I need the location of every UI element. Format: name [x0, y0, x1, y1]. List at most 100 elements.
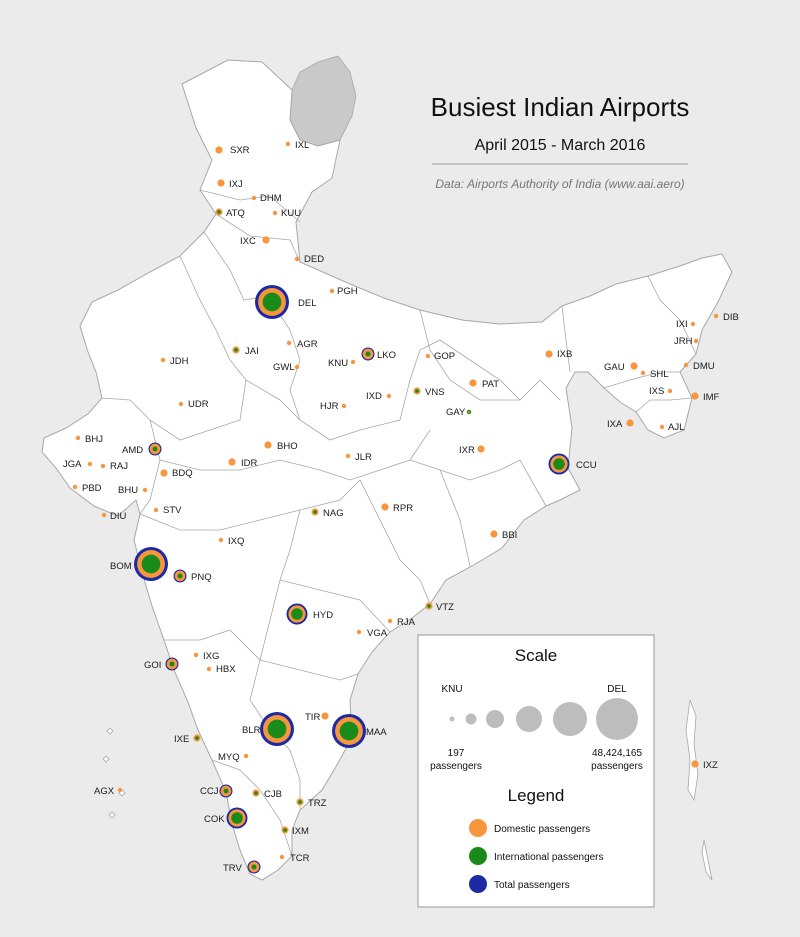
- airport-international-circle: [251, 864, 257, 870]
- airport-gau: GAU: [604, 362, 638, 373]
- scale-circle-5: [553, 702, 587, 736]
- airport-label: JAI: [245, 346, 259, 357]
- airport-label: DIU: [110, 511, 127, 522]
- airport-ixa: IXA: [607, 419, 634, 430]
- airport-domestic-circle: [272, 210, 278, 216]
- scale-heading: Scale: [515, 646, 558, 665]
- airport-international-circle: [217, 210, 221, 214]
- airport-domestic-circle: [87, 461, 93, 467]
- scale-min-value: 197: [448, 748, 465, 759]
- airport-sxr: SXR: [215, 145, 250, 156]
- airport-label: NAG: [323, 508, 344, 519]
- airport-label: IXA: [607, 419, 623, 430]
- airport-blr: BLR: [242, 712, 294, 746]
- airport-domestic-circle: [218, 537, 224, 543]
- airport-international-circle: [427, 604, 431, 608]
- airport-label: JDH: [170, 356, 189, 367]
- airport-dhm: DHM: [251, 193, 282, 204]
- airport-label: BLR: [242, 725, 261, 736]
- airport-ixg: IXG: [193, 651, 219, 662]
- airport-label: IXD: [366, 391, 382, 402]
- airport-domestic-circle: [294, 364, 300, 370]
- airport-domestic-circle: [142, 487, 148, 493]
- airport-domestic-circle: [178, 401, 184, 407]
- disputed-region: [289, 55, 357, 147]
- airport-label: IXR: [459, 445, 475, 456]
- airport-idr: IDR: [228, 458, 258, 469]
- airport-label: IMF: [703, 392, 720, 403]
- airport-bhu: BHU: [118, 485, 148, 496]
- airport-label: BBI: [502, 530, 517, 541]
- airport-stv: STV: [153, 505, 182, 516]
- airport-label: COK: [204, 814, 225, 825]
- airport-del: DEL: [255, 285, 316, 319]
- airport-knu: KNU: [328, 358, 356, 369]
- airport-label: LKO: [377, 350, 396, 361]
- airport-label: HYD: [313, 610, 333, 621]
- airport-international-circle: [298, 800, 302, 804]
- airport-domestic-circle: [477, 445, 485, 453]
- airport-hjr: HJR: [320, 401, 347, 412]
- airport-nag: NAG: [311, 508, 344, 519]
- airport-domestic-circle: [425, 353, 431, 359]
- airport-label: GOI: [144, 660, 161, 671]
- airport-label: CCJ: [200, 786, 219, 797]
- airport-domestic-circle: [350, 359, 356, 365]
- airport-tcr: TCR: [279, 853, 310, 864]
- airport-label: IXB: [557, 349, 572, 360]
- airport-cjb: CJB: [252, 789, 282, 800]
- airport-international-circle: [553, 458, 565, 470]
- airport-trv: TRV: [223, 860, 261, 874]
- airport-domestic-circle: [693, 338, 699, 344]
- scale-circle-6: [596, 698, 638, 740]
- airport-international-circle: [291, 608, 303, 620]
- airport-udr: UDR: [178, 399, 209, 410]
- airport-domestic-circle: [285, 141, 291, 147]
- airport-domestic-circle: [243, 753, 249, 759]
- airport-domestic-circle: [329, 288, 335, 294]
- airport-label: VTZ: [436, 602, 454, 613]
- airport-lko: LKO: [361, 347, 396, 361]
- airport-tir: TIR: [305, 712, 329, 723]
- airport-pnq: PNQ: [173, 569, 212, 583]
- airport-label: DIB: [723, 312, 739, 323]
- airport-label: STV: [163, 505, 182, 516]
- airport-label: ATQ: [226, 208, 245, 219]
- airport-label: BDQ: [172, 468, 193, 479]
- legend-box: Scale KNU DEL 197 passengers 48,424,165 …: [417, 634, 655, 908]
- airport-gwl: GWL: [273, 362, 300, 373]
- airport-label: PAT: [482, 379, 499, 390]
- airport-jlr: JLR: [345, 452, 372, 463]
- airport-markers: SXR IXL IXJ DHM ATQ KUU IXC DED PGH DEL IXI DIB JRH A…: [63, 140, 739, 874]
- scale-max-code: DEL: [607, 684, 627, 695]
- airport-label: RAJ: [110, 461, 128, 472]
- airport-label: RPR: [393, 503, 413, 514]
- airport-bbi: BBI: [490, 530, 517, 541]
- airport-goi: GOI: [144, 657, 179, 671]
- airport-label: MAA: [366, 727, 387, 738]
- airport-domestic-circle: [341, 403, 347, 409]
- airport-domestic-circle: [690, 321, 696, 327]
- airport-hyd: HYD: [286, 603, 333, 625]
- airport-domestic-circle: [691, 392, 699, 400]
- airport-label: IXS: [649, 386, 664, 397]
- airport-domestic-circle: [630, 362, 638, 370]
- airport-label: IXE: [174, 734, 189, 745]
- legend-international-label: International passengers: [494, 852, 604, 863]
- airport-international-circle: [262, 292, 282, 312]
- airport-ixr: IXR: [459, 445, 485, 456]
- airport-label: IXI: [676, 319, 688, 330]
- legend-heading: Legend: [508, 786, 565, 805]
- airport-domestic-circle: [228, 458, 236, 466]
- airport-label: KUU: [281, 208, 301, 219]
- airport-label: PBD: [82, 483, 102, 494]
- airport-cok: COK: [204, 807, 248, 829]
- airport-domestic-circle: [713, 313, 719, 319]
- airport-ixq: IXQ: [218, 536, 244, 547]
- airport-bhj: BHJ: [75, 434, 103, 445]
- airport-domestic-circle: [72, 484, 78, 490]
- airport-ixz: IXZ: [691, 760, 718, 771]
- airport-jrh: JRH: [674, 336, 699, 347]
- airport-ixj: IXJ: [217, 179, 243, 190]
